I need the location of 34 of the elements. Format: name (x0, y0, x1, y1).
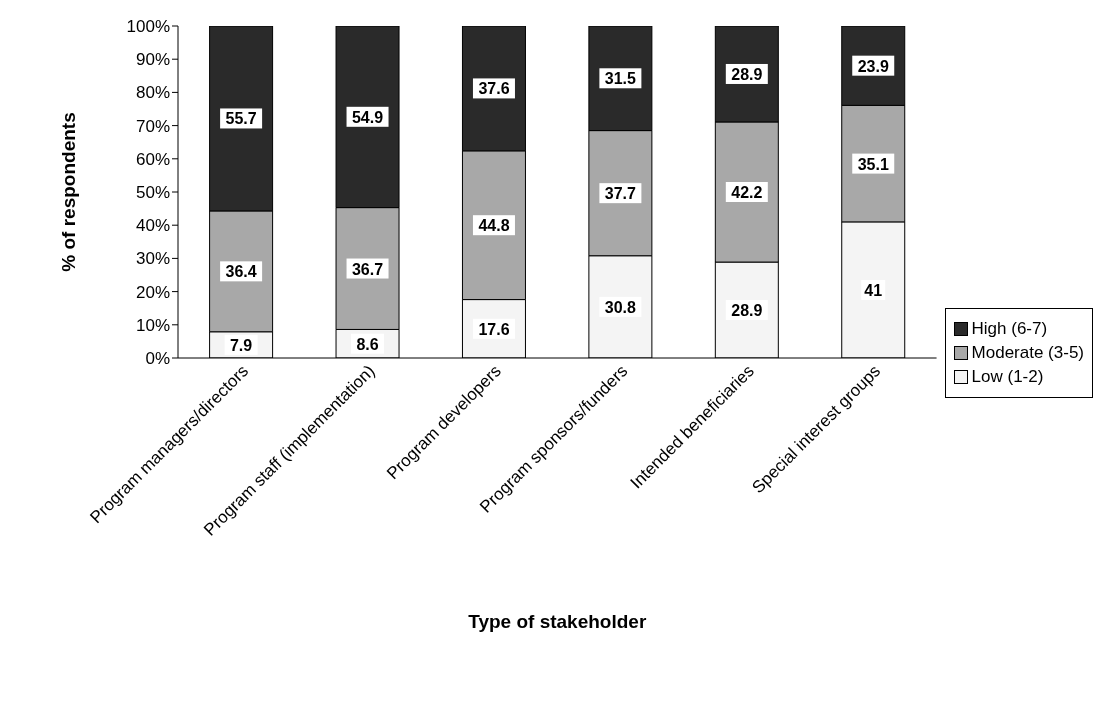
data-label: 28.9 (731, 65, 763, 83)
data-label: 44.8 (478, 217, 510, 235)
data-label: 54.9 (351, 108, 384, 126)
y-tick-label: 20% (135, 282, 170, 302)
data-label: 55.7 (225, 110, 257, 128)
data-label: 7.9 (229, 336, 253, 354)
data-label: 35.1 (857, 155, 889, 173)
data-label: 37.7 (604, 185, 637, 203)
data-label: 42.2 (731, 184, 763, 201)
y-axis-title: % of respondents (57, 112, 79, 272)
y-tick-label: 70% (135, 116, 170, 136)
y-tick-label: 100% (126, 17, 170, 37)
data-label: 30.8 (604, 298, 637, 316)
data-label: 37.6 (478, 80, 510, 98)
data-label: 36.4 (225, 263, 257, 281)
legend-label: Low (1-2) (971, 367, 1044, 387)
data-label: 8.6 (356, 335, 379, 353)
data-label: 31.5 (604, 70, 637, 88)
data-label: 23.9 (857, 57, 889, 75)
y-tick-label: 0% (145, 349, 170, 369)
legend-label: High (6-7) (971, 319, 1048, 339)
y-tick-label: 30% (135, 249, 170, 269)
data-label: 28.9 (731, 302, 763, 320)
y-tick-label: 50% (135, 183, 170, 203)
y-tick-label: 10% (135, 315, 170, 335)
data-label: 17.6 (478, 320, 510, 338)
y-tick-label: 40% (135, 216, 170, 236)
y-tick-label: 60% (135, 149, 170, 169)
data-label: 36.7 (351, 260, 384, 278)
legend-label: Moderate (3-5) (971, 343, 1084, 363)
y-tick-label: 80% (135, 83, 170, 103)
data-label: 41 (864, 281, 883, 299)
x-axis-title: Type of stakeholder (468, 611, 647, 632)
y-tick-label: 90% (135, 50, 170, 70)
